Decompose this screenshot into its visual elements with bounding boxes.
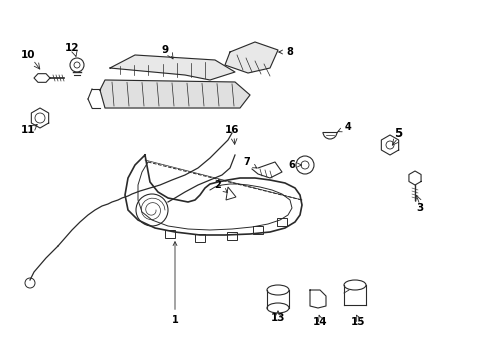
Text: 13: 13 (270, 313, 285, 323)
Text: 12: 12 (64, 43, 79, 53)
Bar (276, 218, 286, 226)
Bar (195, 234, 204, 242)
Text: 6: 6 (288, 160, 301, 170)
Text: 7: 7 (243, 157, 256, 168)
Polygon shape (110, 55, 235, 80)
Text: 15: 15 (350, 317, 365, 327)
Bar (164, 230, 175, 238)
Text: 10: 10 (20, 50, 35, 60)
Text: 4: 4 (337, 122, 351, 132)
Text: 14: 14 (312, 317, 326, 327)
Text: 11: 11 (20, 125, 35, 135)
Text: 3: 3 (415, 203, 423, 213)
Text: 16: 16 (224, 125, 239, 135)
Polygon shape (100, 80, 249, 108)
Bar (252, 226, 263, 234)
Text: 1: 1 (171, 242, 178, 325)
Text: 8: 8 (278, 47, 293, 57)
Polygon shape (224, 42, 278, 73)
Text: 2: 2 (214, 180, 227, 192)
Text: 5: 5 (393, 126, 401, 140)
Bar (226, 232, 237, 240)
Text: 9: 9 (161, 45, 168, 55)
